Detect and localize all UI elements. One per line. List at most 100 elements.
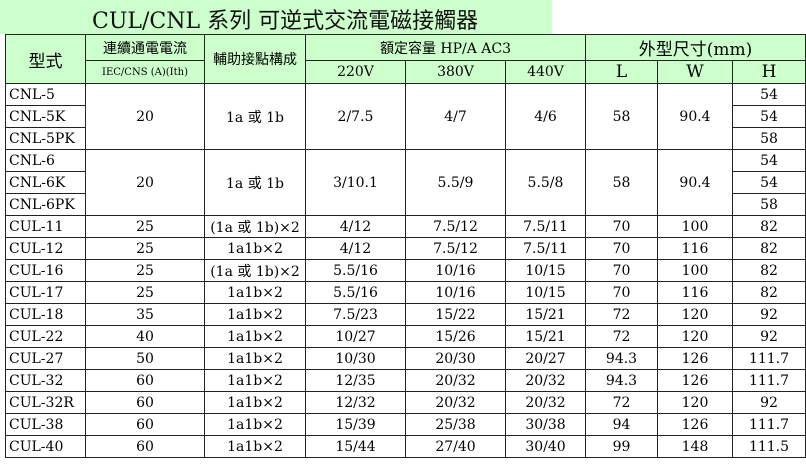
l-cell: 58 <box>585 149 658 216</box>
v440-cell: 10/15 <box>505 259 586 282</box>
h-cell: 82 <box>732 237 806 260</box>
l-cell: 72 <box>585 391 658 414</box>
table-row: CNL-6 20 1a 或 1b 3/10.1 5.5/9 5.5/8 58 9… <box>5 149 806 216</box>
w-cell: 120 <box>657 303 733 326</box>
l-cell: 70 <box>585 281 658 304</box>
h-cell: 82 <box>732 259 806 282</box>
l-cell: 58 <box>585 83 658 150</box>
aux-cell: (1a 或 1b)×2 <box>204 215 306 238</box>
v380-cell: 20/32 <box>405 391 506 414</box>
h-cell: 54 <box>732 105 806 128</box>
h-cell: 92 <box>732 325 806 348</box>
header-440v: 440V <box>505 60 586 84</box>
aux-cell: 1a1b×2 <box>204 347 306 370</box>
model-cell: CUL-32R <box>5 391 86 414</box>
table-row: CNL-6K 54 <box>5 171 806 194</box>
aux-cell: 1a1b×2 <box>204 435 306 458</box>
aux-cell: 1a1b×2 <box>204 237 306 260</box>
w-cell: 90.4 <box>657 83 733 150</box>
aux-cell: 1a1b×2 <box>204 281 306 304</box>
l-cell: 72 <box>585 303 658 326</box>
header-220v: 220V <box>305 60 406 84</box>
w-cell: 148 <box>657 435 733 458</box>
l-cell: 94 <box>585 413 658 436</box>
current-cell: 60 <box>85 413 205 436</box>
page-title: CUL/CNL 系列 可逆式交流電磁接觸器 <box>92 9 479 34</box>
l-cell: 99 <box>585 435 658 458</box>
h-cell: 54 <box>732 171 806 194</box>
v440-cell: 5.5/8 <box>505 149 586 216</box>
w-cell: 100 <box>657 259 733 282</box>
model-cell: CNL-5K <box>5 105 86 128</box>
w-cell: 126 <box>657 413 733 436</box>
aux-cell: 1a 或 1b <box>204 149 306 216</box>
v220-cell: 2/7.5 <box>305 83 406 150</box>
header-dims: 外型尺寸(mm) <box>585 34 806 61</box>
v440-cell: 4/6 <box>505 83 586 150</box>
w-cell: 120 <box>657 391 733 414</box>
header-380v: 380V <box>405 60 506 84</box>
table-row: CUL-17 25 1a1b×2 5.5/16 10/16 10/15 70 1… <box>5 281 806 304</box>
v380-cell: 25/38 <box>405 413 506 436</box>
v220-cell: 10/30 <box>305 347 406 370</box>
v380-cell: 15/26 <box>405 325 506 348</box>
current-cell: 60 <box>85 391 205 414</box>
table-row: CUL-18 35 1a1b×2 7.5/23 15/22 15/21 72 1… <box>5 303 806 326</box>
v220-cell: 7.5/23 <box>305 303 406 326</box>
v440-cell: 20/32 <box>505 369 586 392</box>
aux-cell: 1a1b×2 <box>204 391 306 414</box>
table-row: CUL-32R 60 1a1b×2 12/32 20/32 20/32 72 1… <box>5 391 806 414</box>
v440-cell: 7.5/11 <box>505 215 586 238</box>
w-cell: 90.4 <box>657 149 733 216</box>
header-aux: 輔助接點構成 <box>204 34 306 84</box>
current-cell: 20 <box>85 83 205 150</box>
v380-cell: 4/7 <box>405 83 506 150</box>
model-cell: CNL-6PK <box>5 193 86 216</box>
aux-cell: 1a1b×2 <box>204 303 306 326</box>
v380-cell: 20/32 <box>405 369 506 392</box>
current-cell: 40 <box>85 325 205 348</box>
w-cell: 100 <box>657 215 733 238</box>
aux-cell: (1a 或 1b)×2 <box>204 259 306 282</box>
table-row: CUL-12 25 1a1b×2 4/12 7.5/12 7.5/11 70 1… <box>5 237 806 260</box>
h-cell: 58 <box>732 127 806 150</box>
header-h: H <box>732 60 806 84</box>
model-cell: CUL-12 <box>5 237 86 260</box>
model-cell: CUL-38 <box>5 413 86 436</box>
table-row: CUL-38 60 1a1b×2 15/39 25/38 30/38 94 12… <box>5 413 806 436</box>
v380-cell: 27/40 <box>405 435 506 458</box>
header-l: L <box>585 60 658 84</box>
v380-cell: 7.5/12 <box>405 237 506 260</box>
h-cell: 111.7 <box>732 413 806 436</box>
current-cell: 25 <box>85 215 205 238</box>
aux-cell: 1a1b×2 <box>204 413 306 436</box>
model-cell: CUL-40 <box>5 435 86 458</box>
model-cell: CUL-18 <box>5 303 86 326</box>
v380-cell: 7.5/12 <box>405 215 506 238</box>
v440-cell: 10/15 <box>505 281 586 304</box>
w-cell: 126 <box>657 347 733 370</box>
h-cell: 54 <box>732 149 806 172</box>
current-cell: 25 <box>85 237 205 260</box>
model-cell: CNL-6K <box>5 171 86 194</box>
model-cell: CUL-22 <box>5 325 86 348</box>
v380-cell: 15/22 <box>405 303 506 326</box>
current-cell: 60 <box>85 435 205 458</box>
v440-cell: 15/21 <box>505 325 586 348</box>
current-cell: 25 <box>85 281 205 304</box>
h-cell: 111.7 <box>732 347 806 370</box>
v380-cell: 10/16 <box>405 281 506 304</box>
v220-cell: 12/35 <box>305 369 406 392</box>
current-cell: 25 <box>85 259 205 282</box>
model-cell: CUL-17 <box>5 281 86 304</box>
header-current: 連續通電電流 <box>85 34 205 61</box>
h-cell: 58 <box>732 193 806 216</box>
header-current-sub: IEC/CNS (A)(Ith) <box>85 60 205 84</box>
v440-cell: 30/38 <box>505 413 586 436</box>
v440-cell: 30/40 <box>505 435 586 458</box>
v220-cell: 10/27 <box>305 325 406 348</box>
l-cell: 70 <box>585 259 658 282</box>
v440-cell: 20/32 <box>505 391 586 414</box>
l-cell: 70 <box>585 215 658 238</box>
header-w: W <box>657 60 733 84</box>
